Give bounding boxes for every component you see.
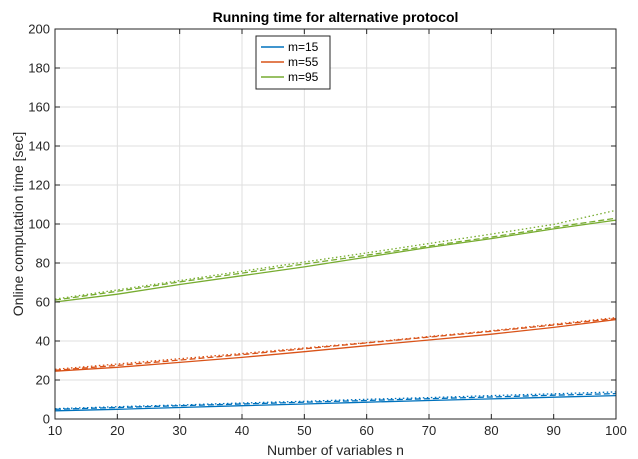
legend-label: m=95 bbox=[288, 70, 319, 84]
y-tick-label: 20 bbox=[36, 373, 50, 388]
series-line-4 bbox=[54, 318, 617, 372]
series-line-7 bbox=[54, 219, 617, 303]
series-line-9 bbox=[54, 209, 617, 300]
legend-label: m=15 bbox=[288, 40, 319, 54]
x-axis-title: Number of variables n bbox=[267, 442, 404, 458]
x-tick-label: 50 bbox=[297, 423, 311, 438]
y-tick-label: 120 bbox=[28, 178, 50, 193]
series-line-8 bbox=[54, 217, 617, 301]
x-tick-label: 20 bbox=[110, 423, 124, 438]
y-tick-label: 80 bbox=[36, 256, 50, 271]
x-tick-label: 100 bbox=[605, 423, 627, 438]
y-tick-label: 60 bbox=[36, 295, 50, 310]
series-line-3 bbox=[54, 391, 617, 410]
y-tick-label: 180 bbox=[28, 61, 50, 76]
y-tick-label: 140 bbox=[28, 139, 50, 154]
x-tick-label: 90 bbox=[546, 423, 560, 438]
series-line-1 bbox=[54, 394, 617, 412]
x-tick-label: 40 bbox=[235, 423, 249, 438]
x-tick-label: 10 bbox=[48, 423, 62, 438]
y-tick-label: 0 bbox=[43, 412, 50, 427]
x-tick-label: 70 bbox=[422, 423, 436, 438]
legend: m=15m=55m=95 bbox=[255, 35, 331, 90]
series-line-6 bbox=[54, 316, 617, 370]
legend-label: m=55 bbox=[288, 55, 319, 69]
x-tick-label: 30 bbox=[172, 423, 186, 438]
y-tick-label: 100 bbox=[28, 217, 50, 232]
x-tick-label: 60 bbox=[359, 423, 373, 438]
series-line-2 bbox=[54, 392, 617, 410]
x-tick-label: 80 bbox=[484, 423, 498, 438]
y-axis-title: Online computation time [sec] bbox=[10, 132, 26, 316]
y-tick-label: 200 bbox=[28, 22, 50, 37]
y-tick-label: 40 bbox=[36, 334, 50, 349]
y-tick-label: 160 bbox=[28, 100, 50, 115]
chart-title: Running time for alternative protocol bbox=[213, 9, 459, 25]
